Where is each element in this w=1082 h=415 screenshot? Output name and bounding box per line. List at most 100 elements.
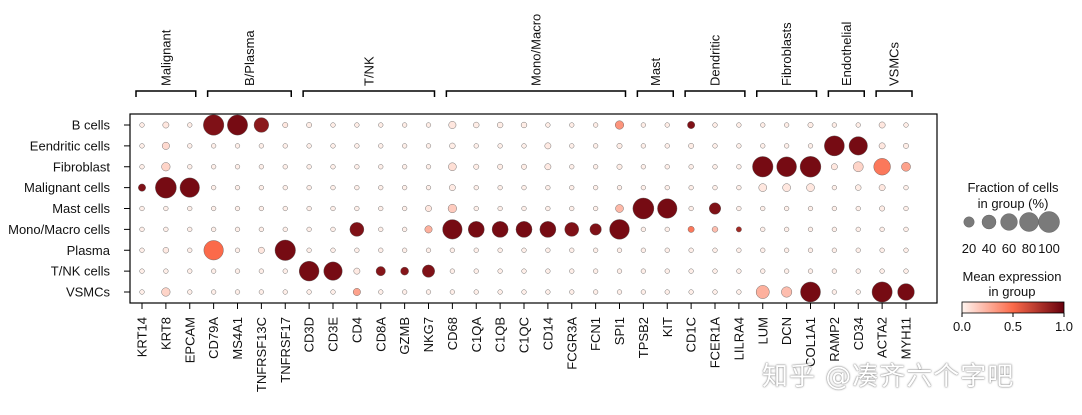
dot [425,164,432,170]
dot [521,163,527,170]
column-label: CD14 [540,317,555,350]
group-bracket [636,90,674,97]
dot [425,122,432,128]
group-label: Mast [648,57,663,86]
dot [402,289,408,295]
dot [234,268,241,274]
dot [402,122,408,128]
column-label: CD8A [373,317,388,352]
dot [306,205,312,212]
dot [903,268,909,274]
dot [447,204,457,213]
dot [736,205,742,212]
row-label: Plasma [67,243,111,258]
dot [203,114,225,136]
column-label: CD3D [302,317,317,352]
group-label: VSMCs [887,41,902,86]
dot [569,205,575,212]
dot [688,205,694,212]
group-label: T/NK [361,56,376,86]
dot [609,219,630,240]
dot [306,247,312,253]
size-legend-label: 20 [962,241,976,256]
dot [807,247,814,253]
dot [400,266,409,276]
size-legend-label: 100 [1038,241,1060,256]
dot [878,142,886,150]
dot [855,289,861,295]
group-bracket [302,90,436,97]
group-bracket [875,90,913,97]
dot [784,122,790,128]
dot [258,289,264,295]
column-label: C1QA [469,317,484,353]
column-label: GZMB [397,317,412,355]
group-bracket [827,90,865,97]
dot [616,163,623,170]
dot [402,226,408,232]
dot [378,143,384,149]
dot [282,122,289,128]
column-label: FCN1 [588,317,603,351]
dot [187,164,193,170]
dot [139,143,145,149]
column-label: CD34 [851,317,866,350]
dot [354,164,360,170]
dot [520,121,528,129]
dot [211,185,217,191]
column-label: KRT14 [135,317,150,357]
dot [688,247,694,253]
colorbar-tick-label: 0.0 [953,319,971,334]
dot [139,226,145,232]
dot [569,247,575,253]
column-label: C1QB [493,317,508,352]
dot [640,268,646,274]
dot [353,267,361,275]
dot [593,289,599,295]
dot [752,156,774,178]
dot [521,247,527,253]
dot [442,219,463,240]
dot [736,226,742,233]
dot [848,136,868,156]
dot [139,122,145,128]
dot [187,205,193,212]
row-label: Mono/Macro cells [8,222,110,237]
dot [378,185,384,191]
dot [539,221,557,238]
dot [807,143,814,149]
dot [211,289,217,295]
dot [497,268,503,274]
dot [806,183,815,192]
dot [807,122,814,128]
group-bracket [135,90,197,97]
dot [784,226,790,232]
dot [349,222,365,237]
group-label: Malignant [158,29,173,86]
dot [615,204,624,213]
dot [736,164,742,170]
dot [378,289,384,295]
dot [897,283,915,301]
size-legend-dot [1019,212,1039,232]
group-bracket [206,90,292,97]
size-legend-dot [1038,211,1060,233]
dot [234,226,241,232]
column-label: COL1A1 [803,317,818,367]
dot [593,205,599,212]
dot [253,117,269,133]
dot [760,205,766,212]
dot [784,143,790,149]
dot [784,268,790,274]
dot [901,161,911,172]
dot [758,183,767,192]
dot [187,268,193,274]
dot [855,226,861,232]
dot [569,185,575,191]
dot [784,205,790,212]
dot [211,268,217,274]
dot [139,289,145,295]
dot [831,289,837,295]
dot [664,268,670,274]
